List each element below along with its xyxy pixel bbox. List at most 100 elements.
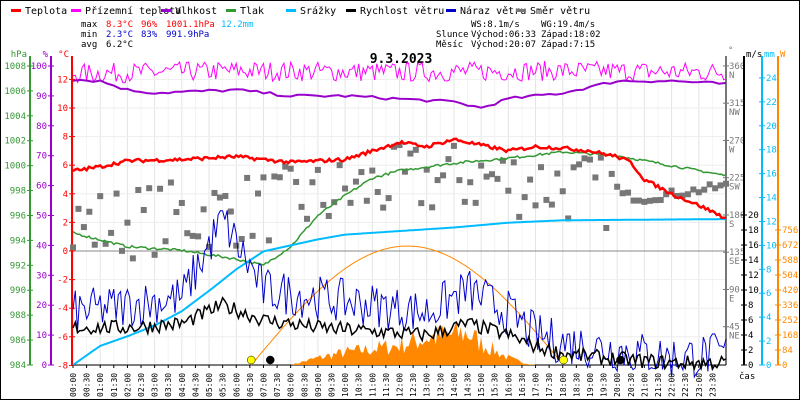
wind-direction-point	[679, 192, 686, 199]
sunrise-marker	[246, 355, 256, 365]
hpa-tick-label: 990	[10, 286, 26, 296]
hpa-tick-label: 1008	[4, 62, 26, 72]
temp-tick-label: -6	[57, 333, 68, 343]
ms-tick-label: 20	[748, 211, 759, 221]
wind-direction-point	[157, 185, 164, 192]
legend-swatch	[11, 9, 21, 12]
wind-direction-point	[717, 182, 724, 189]
x-tick-label: 17:00	[532, 373, 541, 397]
wind-direction-point	[70, 244, 76, 251]
max-press: 1001.1hPa	[166, 20, 215, 30]
hpa-tick-label: 1000	[4, 162, 26, 172]
mm-tick-label: 0	[766, 361, 771, 371]
wind-direction-point	[456, 177, 463, 184]
wind-direction-point	[276, 174, 283, 181]
ms-tick-label: 18	[748, 226, 759, 236]
wind-direction-point	[80, 224, 87, 231]
wind-direction-point	[712, 185, 719, 192]
wind-direction-point	[619, 190, 626, 197]
wind-direction-point	[630, 197, 637, 204]
dir-unit: °	[728, 46, 733, 56]
x-tick-label: 20:30	[627, 373, 636, 397]
dir-tick-label: N	[729, 71, 734, 81]
wind-direction-point	[592, 174, 599, 181]
hpa-tick-label: 986	[10, 336, 26, 346]
pct-tick-label: 80	[36, 122, 47, 132]
ms-tick-label: 0	[748, 361, 753, 371]
x-tick-label: 08:30	[300, 373, 309, 397]
x-tick-label: 01:30	[110, 373, 119, 397]
wind-direction-point	[369, 167, 376, 174]
ws: WS:8.1m/s	[471, 20, 520, 30]
w-tick-label: 84	[782, 346, 793, 356]
legend-swatch	[71, 9, 81, 12]
wind-direction-point	[352, 178, 359, 185]
pct-tick-label: 50	[36, 212, 47, 222]
wind-direction-point	[684, 191, 691, 198]
wind-direction-point	[396, 142, 403, 149]
x-tick-label: 22:00	[668, 373, 677, 397]
wind-direction-point	[249, 232, 256, 239]
sunset-marker	[559, 355, 568, 365]
wind-direction-point	[646, 197, 653, 204]
wind-direction-point	[434, 177, 441, 184]
dir-tick-label: SE	[729, 257, 740, 267]
pct-tick-label: 10	[36, 331, 47, 341]
wind-direction-point	[200, 206, 207, 213]
avg-label: avg	[81, 40, 97, 50]
pct-tick-label: 20	[36, 301, 47, 311]
wind-direction-point	[597, 154, 604, 161]
w-tick-label: 168	[782, 331, 798, 341]
max-hum: 96%	[141, 20, 158, 30]
sun-label: Slunce	[436, 30, 469, 40]
x-tick-label: 17:30	[545, 373, 554, 397]
dir-tick-label: S	[729, 220, 734, 230]
ms-unit: m/s	[746, 50, 762, 60]
moon-label: Měsíc	[436, 40, 463, 50]
wind-direction-point	[118, 247, 125, 254]
wind-direction-point	[690, 186, 697, 193]
ms-tick-label: 2	[748, 346, 753, 356]
temp-tick-label: -4	[57, 304, 68, 314]
pct-tick-label: 70	[36, 152, 47, 162]
wind-direction-point	[483, 173, 490, 180]
mm-tick-label: 14	[766, 194, 777, 204]
x-tick-label: 19:00	[586, 373, 595, 397]
sun-set: Západ:18:02	[541, 30, 601, 40]
x-tick-label: 01:00	[96, 373, 105, 397]
wind-direction-point	[559, 188, 566, 195]
wind-direction-point	[298, 203, 305, 210]
wind-direction-point	[543, 196, 550, 203]
mm-tick-label: 24	[766, 74, 777, 84]
legend-swatch	[446, 9, 456, 12]
wind-direction-point	[244, 174, 251, 181]
hpa-tick-label: 996	[10, 211, 26, 221]
hpa-tick-label: 1004	[4, 112, 26, 122]
wind-direction-point	[586, 156, 593, 163]
x-tick-label: 18:00	[559, 373, 568, 397]
legend-label-1: Přízemní teplota	[85, 5, 181, 17]
wind-direction-point	[576, 161, 583, 168]
wind-direction-point	[287, 165, 294, 172]
wind-direction-point	[380, 204, 387, 211]
ms-tick-label: 12	[748, 271, 759, 281]
temp-tick-label: 2	[63, 218, 68, 228]
wind-direction-point	[450, 142, 457, 149]
wind-direction-point	[216, 194, 223, 201]
moonset-marker	[266, 355, 275, 365]
wind-direction-point	[222, 192, 229, 199]
wind-direction-point	[478, 162, 485, 169]
min-press: 991.9hPa	[166, 30, 209, 40]
x-tick-label: 12:00	[396, 373, 405, 397]
legend-label-3: Tlak	[240, 6, 264, 17]
wind-direction-point	[227, 208, 234, 215]
wind-direction-point	[325, 212, 332, 219]
series-humidity	[72, 78, 727, 109]
legend-swatch	[161, 9, 171, 12]
wind-direction-point	[347, 199, 354, 206]
avg-temp: 6.2°C	[106, 40, 133, 50]
pct-tick-label: 90	[36, 92, 47, 102]
moonrise-marker	[616, 355, 625, 365]
min-temp: 2.3°C	[106, 30, 133, 40]
wind-direction-point	[113, 190, 120, 197]
